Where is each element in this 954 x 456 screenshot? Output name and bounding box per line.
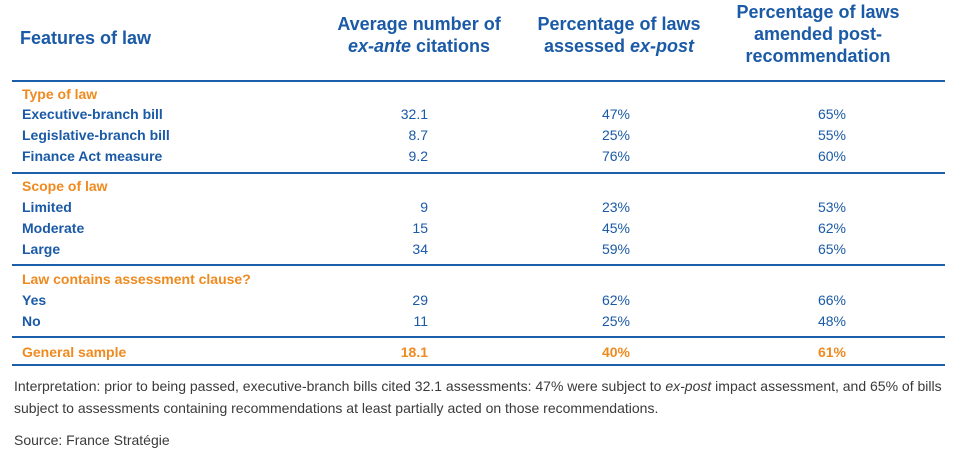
row-label: Moderate <box>22 220 85 236</box>
cell-amended: 55% <box>817 127 847 143</box>
column-header-citations-line1: Average number of <box>337 14 501 34</box>
column-header-assessed-line1: Percentage of laws <box>537 14 701 34</box>
cell-amended: 65% <box>817 241 847 257</box>
row-label: Finance Act measure <box>22 148 163 164</box>
cell-amended: 53% <box>817 199 847 215</box>
section-title-scope-of-law: Scope of law <box>22 178 108 194</box>
column-header-citations-line2: ex-ante citations <box>290 35 548 57</box>
table-row: Large 34 59% 65% <box>0 239 954 260</box>
header-divider <box>12 80 945 82</box>
column-header-assessed-line2: assessed ex-post <box>510 35 728 57</box>
cell-citations: 15 <box>412 220 428 236</box>
table-row: Moderate 15 45% 62% <box>0 218 954 239</box>
ex-ante-term: ex-ante <box>347 36 411 56</box>
cell-assessed: 23% <box>601 199 631 215</box>
cell-assessed: 62% <box>601 292 631 308</box>
source-note: Source: France Stratégie <box>14 432 170 448</box>
assessed-term: assessed <box>543 36 631 56</box>
cell-citations: 11 <box>413 313 428 329</box>
column-header-amended-line1: Percentage of laws <box>736 2 900 22</box>
row-label: No <box>22 313 41 329</box>
cell-citations: 18.1 <box>400 344 428 360</box>
cell-citations: 29 <box>412 292 428 308</box>
note-italic-term: ex-post <box>665 378 712 394</box>
cell-assessed: 25% <box>601 313 631 329</box>
cell-amended: 60% <box>817 148 847 164</box>
column-header-amended-line2: amended post- <box>753 24 882 44</box>
table-row: Executive-branch bill 32.1 47% 65% <box>0 104 954 125</box>
table-bottom-rule <box>12 364 945 366</box>
cell-assessed: 25% <box>601 127 631 143</box>
section-divider <box>12 264 945 266</box>
table-row: No 11 25% 48% <box>0 311 954 332</box>
general-sample-row: General sample 18.1 40% 61% <box>0 342 954 363</box>
note-part2: impact assessment, and 65% of bills subj… <box>14 378 942 416</box>
section-divider <box>12 172 945 174</box>
cell-citations: 34 <box>412 241 428 257</box>
cell-assessed: 40% <box>601 344 631 360</box>
section-title-assessment-clause: Law contains assessment clause? <box>22 271 251 287</box>
ex-post-term: ex-post <box>630 36 695 56</box>
row-label: Legislative-branch bill <box>22 127 170 143</box>
table-row: Finance Act measure 9.2 76% 60% <box>0 146 954 167</box>
section-divider <box>12 336 945 338</box>
cell-amended: 62% <box>817 220 847 236</box>
note-part1: Interpretation: prior to being passed, e… <box>14 378 666 394</box>
row-label: Limited <box>22 199 72 215</box>
cell-citations: 32.1 <box>400 106 428 122</box>
citations-term: citations <box>411 36 491 56</box>
row-label: Executive-branch bill <box>22 106 163 122</box>
column-header-features: Features of law <box>20 28 152 48</box>
cell-amended: 61% <box>817 344 847 360</box>
row-label: General sample <box>22 344 127 360</box>
cell-amended: 66% <box>817 292 847 308</box>
column-header-amended-line3: recommendation <box>745 46 891 66</box>
cell-assessed: 47% <box>601 106 631 122</box>
cell-assessed: 76% <box>601 148 631 164</box>
column-header-assessed: Percentage of laws assessed ex-post <box>510 13 728 57</box>
interpretation-note: Interpretation: prior to being passed, e… <box>14 375 944 419</box>
row-label: Yes <box>22 292 47 308</box>
cell-citations: 8.7 <box>408 127 428 143</box>
table-row: Yes 29 62% 66% <box>0 290 954 311</box>
table-row: Limited 9 23% 53% <box>0 197 954 218</box>
column-header-amended: Percentage of laws amended post- recomme… <box>700 1 936 67</box>
column-header-citations: Average number of ex-ante citations <box>290 13 548 57</box>
cell-assessed: 45% <box>601 220 631 236</box>
table-row: Legislative-branch bill 8.7 25% 55% <box>0 125 954 146</box>
cell-amended: 65% <box>817 106 847 122</box>
cell-assessed: 59% <box>601 241 631 257</box>
cell-citations: 9 <box>420 199 428 215</box>
cell-amended: 48% <box>817 313 847 329</box>
row-label: Large <box>22 241 61 257</box>
cell-citations: 9.2 <box>408 148 428 164</box>
section-title-type-of-law: Type of law <box>22 86 98 102</box>
